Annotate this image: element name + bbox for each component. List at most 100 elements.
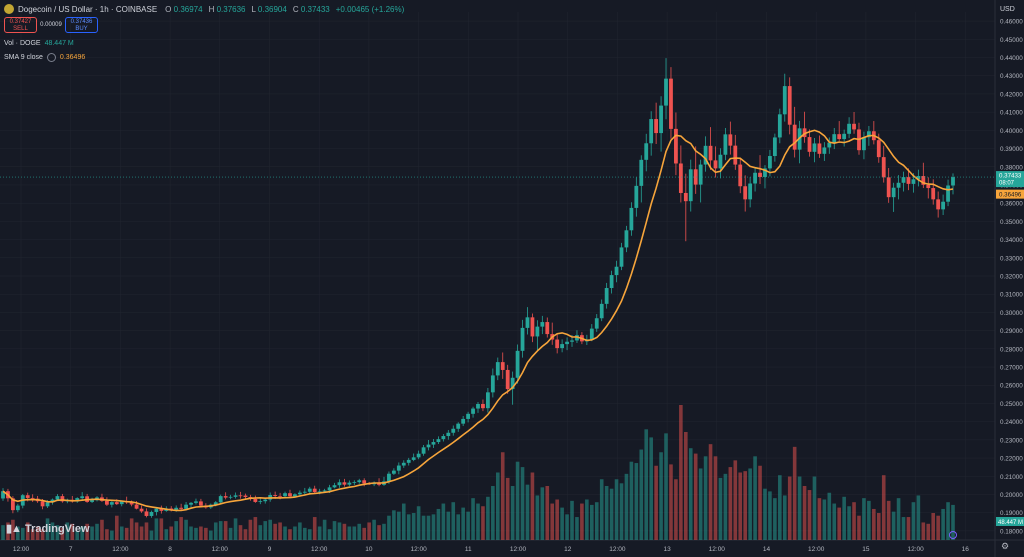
candle-body	[827, 142, 832, 148]
candle-body	[159, 508, 164, 511]
gear-icon[interactable]: ⚙	[1001, 541, 1010, 551]
volume-bar	[40, 529, 45, 540]
volume-bar	[926, 523, 931, 540]
volume-bar	[565, 514, 569, 540]
volume-bar	[416, 506, 421, 540]
volume-bar	[580, 503, 584, 540]
volume-bar	[110, 530, 114, 540]
price-tick-label: 0.39000	[1000, 146, 1023, 153]
volume-bar	[258, 525, 263, 540]
volume-bar	[248, 519, 253, 540]
candle-body	[817, 143, 822, 154]
volume-bar	[347, 526, 352, 540]
volume-bar	[614, 479, 619, 540]
sma-legend[interactable]: SMA 9 close 0.36496	[4, 53, 85, 62]
time-tick-label: 15	[862, 546, 870, 553]
volume-bar	[743, 471, 747, 540]
volume-bar	[179, 517, 183, 540]
volume-bar	[119, 526, 124, 540]
candle-body	[446, 432, 451, 437]
tradingview-logo[interactable]: ▮▲ TradingView	[6, 522, 90, 536]
candle-body	[75, 498, 80, 502]
volume-legend[interactable]: Vol · DOGE 48.447 M	[4, 40, 74, 47]
candle-body	[599, 303, 604, 319]
sma-value: 0.36496	[59, 54, 86, 61]
sma-settings-icon[interactable]	[46, 53, 56, 62]
volume-bar	[688, 448, 693, 540]
volume-bar	[45, 518, 50, 540]
buy-button[interactable]: 0.37436 BUY	[65, 17, 98, 33]
candle-body	[476, 403, 480, 409]
candle-body	[609, 275, 614, 289]
time-tick-label: 12:00	[311, 546, 328, 553]
time-tick-label: 12:00	[410, 546, 427, 553]
volume-bar	[426, 515, 431, 540]
price-tick-label: 0.46000	[1000, 19, 1023, 26]
volume-bar	[575, 517, 579, 540]
volume-bar	[911, 502, 916, 540]
volume-bar	[233, 518, 238, 540]
volume-bar	[847, 506, 851, 540]
symbol-title[interactable]: Dogecoin / US Dollar · 1h · COINBASE	[18, 4, 158, 14]
candle-body	[194, 501, 198, 503]
candle-body	[614, 266, 619, 276]
price-tick-label: 0.31000	[1000, 292, 1023, 299]
volume-bar	[129, 518, 134, 540]
volume-bar	[124, 527, 129, 540]
candle-body	[199, 501, 203, 506]
candle-body	[500, 362, 505, 370]
volume-bar	[476, 503, 480, 540]
volume-bar	[500, 452, 505, 540]
candle-body	[466, 413, 471, 419]
volume-bar	[100, 519, 104, 540]
volume-bar	[134, 522, 139, 540]
volume-bar	[293, 526, 297, 540]
volume-bar	[189, 526, 193, 540]
sell-button[interactable]: 0.37427 SELL	[4, 17, 37, 33]
candle-body	[485, 392, 490, 409]
volume-bar	[317, 526, 322, 540]
volume-bar	[728, 467, 733, 540]
price-tick-label: 0.40000	[1000, 128, 1023, 135]
volume-bar	[921, 522, 926, 540]
volume-bar	[807, 490, 812, 540]
candle-body	[768, 156, 772, 169]
candle-body	[847, 123, 851, 134]
price-tick-label: 0.30000	[1000, 310, 1023, 317]
volume-bar	[822, 499, 827, 540]
candle-body	[589, 328, 594, 340]
sell-label: SELL	[13, 26, 28, 32]
volume-bar	[50, 522, 55, 540]
candle-body	[664, 78, 668, 106]
candle-body	[530, 317, 535, 337]
volume-bar	[560, 507, 564, 540]
volume-bar	[674, 479, 678, 540]
price-tick-label: 0.44000	[1000, 55, 1023, 62]
candle-body	[1, 491, 5, 499]
candle-body	[525, 317, 530, 328]
volume-bar	[263, 521, 268, 540]
candle-body	[461, 418, 466, 424]
candle-body	[456, 423, 461, 429]
volume-bar	[268, 519, 272, 540]
volume-bar	[372, 519, 376, 540]
volume-bar	[95, 523, 99, 540]
candle-body	[535, 326, 540, 337]
candle-body	[891, 187, 896, 198]
volume-bar	[105, 529, 109, 540]
candle-body	[169, 508, 174, 510]
candle-body	[253, 498, 258, 502]
currency-label[interactable]: USD	[1000, 6, 1015, 13]
candle-body	[322, 490, 327, 492]
candle-body	[391, 470, 396, 474]
volume-bar	[881, 475, 886, 540]
price-tick-label: 0.20000	[1000, 492, 1023, 499]
volume-bar	[149, 530, 154, 540]
candle-body	[669, 78, 673, 129]
chart-header: Dogecoin / US Dollar · 1h · COINBASE O 0…	[4, 4, 404, 14]
candle-body	[105, 500, 109, 505]
time-tick-label: 12:00	[13, 546, 30, 553]
price-tick-label: 0.45000	[1000, 37, 1023, 44]
